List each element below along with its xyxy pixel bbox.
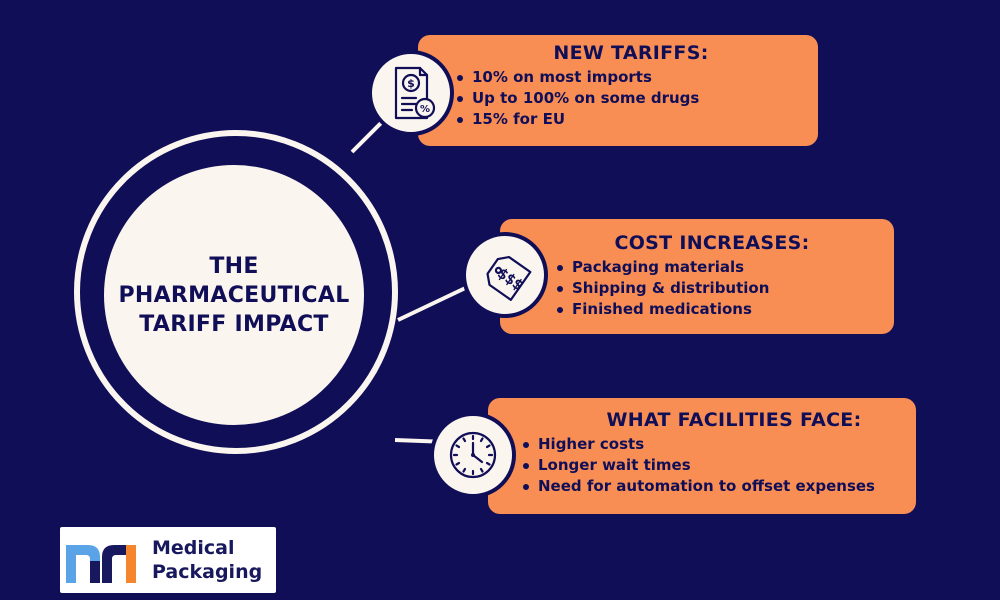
center-title-line3: TARIFF IMPACT	[139, 311, 329, 337]
list-item: Need for automation to offset expenses	[520, 476, 908, 497]
list-item: Higher costs	[520, 434, 908, 455]
list-item: Shipping & distribution	[554, 278, 884, 299]
medical-packaging-logo-mark	[66, 545, 136, 583]
list-item: 10% on most imports	[454, 67, 808, 88]
center-title-line1: THE	[209, 253, 259, 279]
medical-packaging-logo: Medical Packaging	[60, 527, 276, 593]
price-tag-icon: $$$	[486, 255, 532, 301]
center-title-line2: PHARMACEUTICAL	[118, 282, 350, 308]
logo-text-medical: Medical	[152, 537, 235, 559]
tariff-document-icon: $ %	[394, 66, 436, 120]
center-circle: THE PHARMACEUTICAL TARIFF IMPACT	[104, 165, 364, 425]
card-new-tariffs: NEW TARIFFS: 10% on most imports Up to 1…	[418, 35, 818, 146]
list-item: Longer wait times	[520, 455, 908, 476]
bullet-list: 10% on most imports Up to 100% on some d…	[454, 67, 808, 130]
card-cost-increases: COST INCREASES: Packaging materials Ship…	[500, 219, 894, 334]
svg-text:$: $	[407, 77, 415, 90]
tariff-document-icon-badge: $ %	[368, 50, 454, 136]
card-title: COST INCREASES:	[614, 232, 810, 254]
list-item: 15% for EU	[454, 109, 808, 130]
logo-text-packaging: Packaging	[152, 561, 263, 583]
clock-icon	[449, 431, 497, 479]
bullet-list: Higher costs Longer wait times Need for …	[520, 434, 908, 497]
list-item: Packaging materials	[554, 257, 884, 278]
price-tag-icon-badge: $$$	[462, 232, 548, 318]
card-title: WHAT FACILITIES FACE:	[606, 409, 862, 431]
svg-text:$$$: $$$	[495, 266, 526, 294]
clock-icon-badge	[430, 412, 516, 498]
card-title: NEW TARIFFS:	[553, 42, 709, 64]
svg-text:%: %	[420, 104, 430, 115]
bullet-list: Packaging materials Shipping & distribut…	[540, 257, 884, 320]
list-item: Finished medications	[554, 299, 884, 320]
list-item: Up to 100% on some drugs	[454, 88, 808, 109]
outer-ring	[74, 130, 398, 454]
center-title: THE PHARMACEUTICAL TARIFF IMPACT	[104, 252, 364, 339]
card-what-facilities-face: WHAT FACILITIES FACE: Higher costs Longe…	[488, 398, 916, 514]
